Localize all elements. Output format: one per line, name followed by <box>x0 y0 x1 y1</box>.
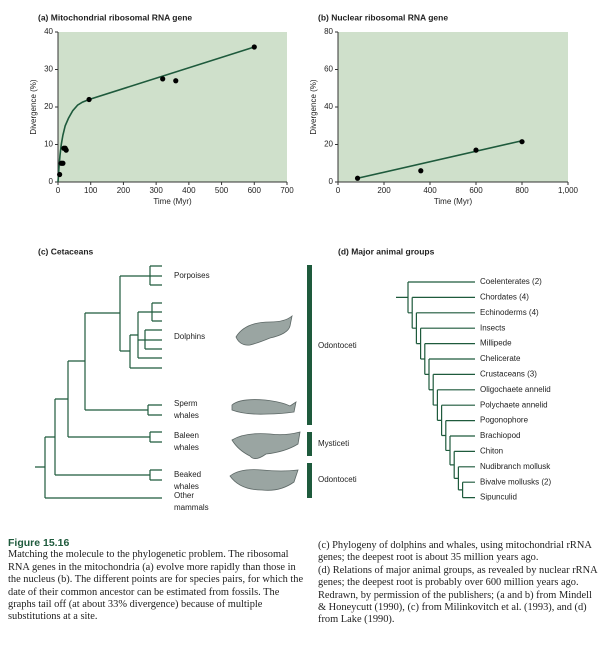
x-tick-label: 400 <box>423 186 437 195</box>
leaf-label: Sperm whales <box>173 399 199 420</box>
leaf-label: Chelicerate <box>480 354 521 363</box>
leaf-label: Sipunculid <box>480 493 517 502</box>
leaf-label: Nudibranch mollusk <box>480 462 551 471</box>
group-label: Mysticeti <box>318 439 349 448</box>
x-tick-label: 200 <box>117 186 131 195</box>
leaf-label: Beaked whales <box>173 470 201 491</box>
x-tick-label: 0 <box>336 186 341 195</box>
x-tick-label: 600 <box>248 186 262 195</box>
group-bars <box>307 265 312 498</box>
fit-curve <box>57 46 255 183</box>
chart-title: (b) Nuclear ribosomal RNA gene <box>318 12 448 22</box>
y-tick-label: 40 <box>44 27 53 36</box>
panel-title: (c) Cetaceans <box>38 246 94 256</box>
y-tick-label: 10 <box>44 140 53 149</box>
y-tick-label: 30 <box>44 65 53 74</box>
data-point <box>86 96 92 103</box>
leaf-label: Other mammals <box>174 491 209 512</box>
data-point <box>63 147 69 153</box>
whale-icons <box>229 314 301 491</box>
leaf-label: Bivalve mollusks (2) <box>480 477 551 486</box>
leaf-label: Brachiopod <box>480 431 520 440</box>
leaf-label: Baleen whales <box>173 431 199 452</box>
leaf-label: Porpoises <box>174 271 210 280</box>
data-point <box>418 168 424 174</box>
data-point <box>57 171 63 178</box>
plot-area <box>338 32 568 182</box>
leaf-label: Millipede <box>480 339 512 348</box>
data-point <box>173 78 179 84</box>
y-axis-label: Divergence (%) <box>309 79 318 134</box>
data-point <box>60 160 66 166</box>
figure: (c) Cetaceans (d) Major animal groups Po… <box>29 12 579 512</box>
leaf-label: Echinoderms (4) <box>480 308 539 317</box>
leaf-label: Polychaete annelid <box>480 400 548 409</box>
leaf-label-line: whales <box>173 482 199 491</box>
group-label: Odontoceti <box>318 341 357 350</box>
x-axis-label: Time (Myr) <box>434 197 473 206</box>
cetacean-tree <box>35 265 162 499</box>
leaf-label-line: Porpoises <box>174 271 210 280</box>
leaf-label-line: mammals <box>174 503 209 512</box>
leaf-label-line: Dolphins <box>174 332 205 341</box>
data-point <box>473 147 479 153</box>
group-label: Odontoceti <box>318 475 357 484</box>
x-tick-label: 700 <box>280 186 294 195</box>
leaf-label-line: Other <box>174 491 194 500</box>
animal-tree <box>396 281 475 499</box>
x-axis-label: Time (Myr) <box>153 197 192 206</box>
leaf-label-line: whales <box>173 443 199 452</box>
leaf-label-line: Baleen <box>174 431 199 440</box>
leaf-label: Dolphins <box>174 332 205 341</box>
panel-title: (d) Major animal groups <box>338 246 435 256</box>
x-tick-label: 100 <box>84 186 98 195</box>
chart-title: (a) Mitochondrial ribosomal RNA gene <box>38 12 192 22</box>
y-tick-label: 20 <box>324 140 333 149</box>
y-tick-label: 80 <box>324 27 333 36</box>
x-tick-label: 300 <box>149 186 163 195</box>
x-tick-label: 600 <box>469 186 483 195</box>
leaf-label: Chiton <box>480 447 503 456</box>
y-axis-label: Divergence (%) <box>29 79 38 134</box>
leaf-label-line: Beaked <box>174 470 201 479</box>
fit-curve <box>357 139 523 180</box>
data-point <box>519 139 525 145</box>
x-tick-label: 1,000 <box>558 186 579 195</box>
figure-number: Figure 15.16 <box>8 537 70 549</box>
data-point <box>354 175 361 181</box>
y-tick-label: 60 <box>324 65 333 74</box>
x-tick-label: 400 <box>182 186 196 195</box>
leaf-label: Crustaceans (3) <box>480 370 537 379</box>
data-point <box>160 76 166 82</box>
x-tick-label: 200 <box>377 186 391 195</box>
y-tick-label: 40 <box>324 102 333 111</box>
leaf-label: Oligochaete annelid <box>480 385 551 394</box>
leaf-label: Pogonophore <box>480 416 529 425</box>
x-tick-label: 0 <box>56 186 61 195</box>
caption-text: (d) Relations of major animal groups, as… <box>318 564 598 626</box>
leaf-label: Insects <box>480 323 505 332</box>
caption-text: Matching the molecule to the phylogeneti… <box>8 549 304 623</box>
leaf-label-line: Sperm <box>174 399 198 408</box>
plot-area <box>58 32 287 182</box>
data-point <box>251 44 257 50</box>
leaf-label-line: whales <box>173 411 199 420</box>
caption-left: Figure 15.16 Matching the molecule to th… <box>8 537 304 624</box>
leaf-label: Chordates (4) <box>480 293 529 302</box>
caption-right: (c) Phylogeny of dolphins and whales, us… <box>318 540 600 627</box>
y-tick-label: 20 <box>44 102 53 111</box>
x-tick-label: 500 <box>215 186 229 195</box>
leaf-label: Coelenterates (2) <box>480 277 542 286</box>
y-tick-label: 0 <box>329 177 334 186</box>
x-tick-label: 800 <box>515 186 529 195</box>
y-tick-label: 0 <box>49 177 54 186</box>
caption-text: (c) Phylogeny of dolphins and whales, us… <box>318 540 592 564</box>
